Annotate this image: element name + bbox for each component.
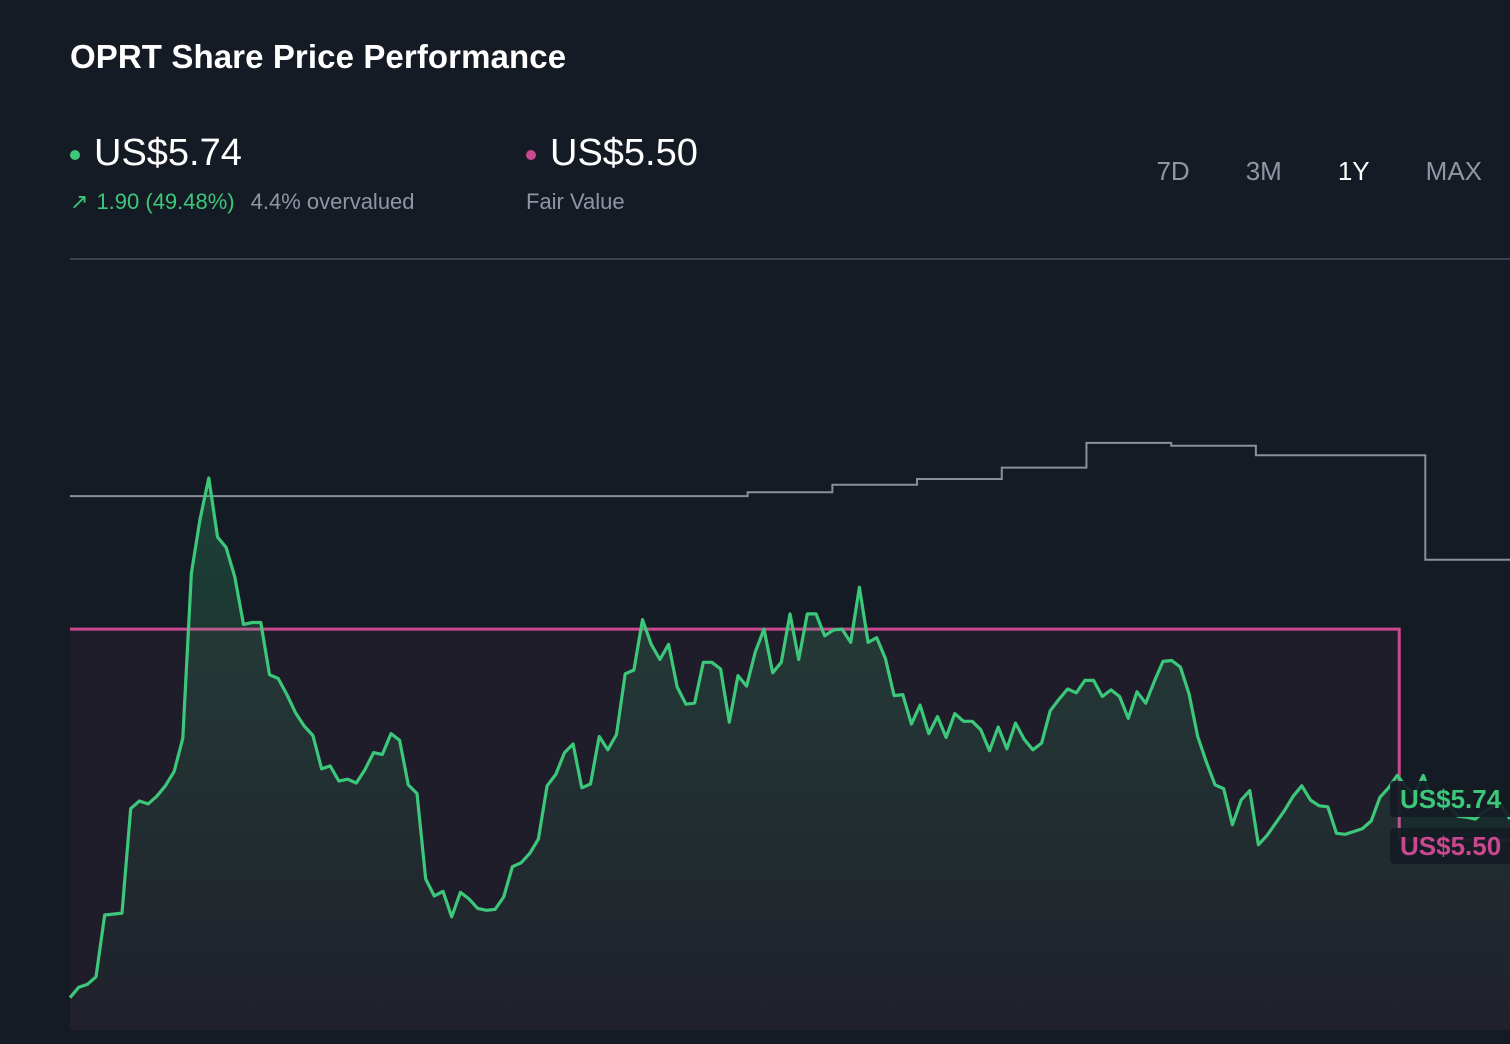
header-divider — [70, 258, 1510, 260]
price-change: 1.90 (49.48%) — [96, 189, 235, 214]
fair-value-price: US$5.50 — [550, 132, 698, 174]
fair-value-dot — [526, 149, 536, 160]
chart-title: OPRT Share Price Performance — [70, 38, 567, 75]
price-area — [70, 478, 1510, 1030]
range-3m-button[interactable]: 3M — [1245, 156, 1282, 186]
range-max-button[interactable]: MAX — [1425, 156, 1482, 186]
fair-value-line — [70, 627, 1510, 842]
range-1y-button[interactable]: 1Y — [1337, 156, 1370, 186]
price-line — [68, 476, 1510, 999]
current-price: US$5.74 — [94, 132, 242, 174]
fair-value-label: Fair Value — [526, 189, 625, 214]
fair-value-block: US$5.50 Fair Value — [526, 132, 698, 215]
range-7d-button[interactable]: 7D — [1156, 156, 1190, 186]
end-label-price: US$5.74 — [1390, 781, 1510, 817]
up-arrow-icon: ↗ — [70, 189, 89, 214]
end-label-text: US$5.74 — [1400, 784, 1502, 814]
time-range-selector: 7D 3M 1Y MAX — [1128, 156, 1482, 187]
current-price-block: US$5.74 ↗ 1.90 (49.48%) 4.4% overvalued — [70, 132, 415, 215]
end-label-bg — [1390, 781, 1510, 817]
current-price-dot — [70, 149, 80, 160]
fair-value-reference-line — [70, 441, 1510, 561]
end-label-text: US$5.50 — [1400, 831, 1501, 861]
end-label-bg — [1390, 828, 1510, 864]
valuation-status: 4.4% overvalued — [250, 189, 415, 214]
end-label-fair-value: US$5.50 — [1390, 828, 1510, 864]
